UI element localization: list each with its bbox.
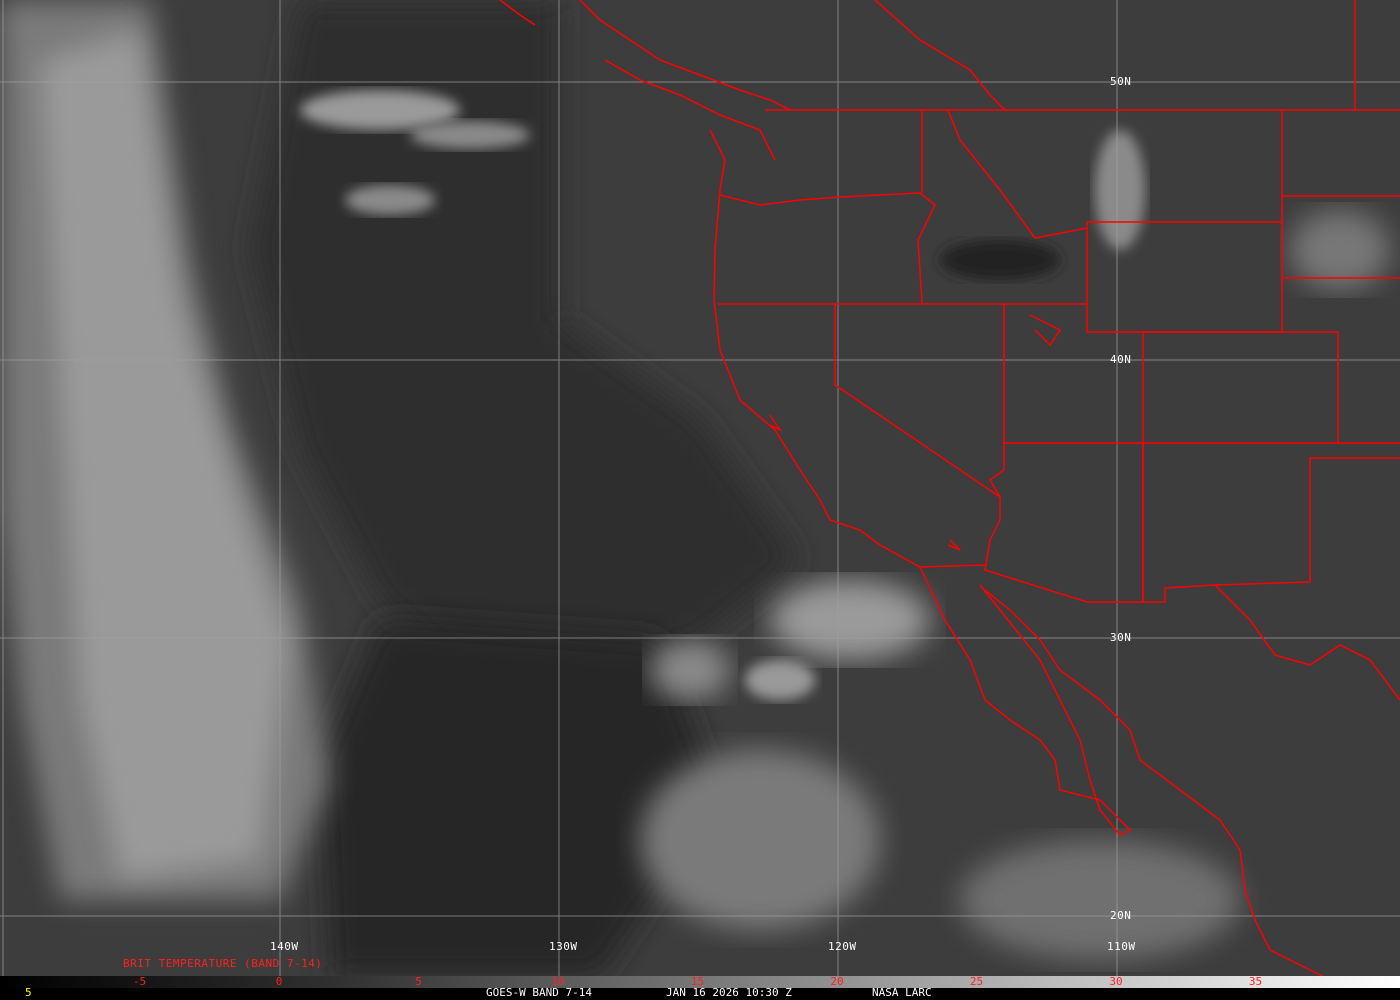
legend-title: BRIT TEMPERATURE (BAND 7-14) bbox=[123, 957, 323, 970]
lon-label-130w: 130W bbox=[549, 940, 578, 953]
datetime: JAN 16 2026 10:30 Z bbox=[666, 986, 792, 999]
lat-label-30n: 30N bbox=[1110, 631, 1132, 644]
scale-tick: 20 bbox=[830, 975, 844, 988]
scale-tick: 35 bbox=[1248, 975, 1263, 988]
scale-tick: 5 bbox=[415, 975, 422, 988]
cloud-layer bbox=[0, 0, 1390, 976]
footer-bar bbox=[0, 988, 1400, 1000]
lat-lon-grid bbox=[0, 0, 1400, 976]
scale-tick: 15 bbox=[690, 975, 705, 988]
lon-label-140w: 140W bbox=[270, 940, 299, 953]
lon-label-120w: 120W bbox=[828, 940, 857, 953]
satellite-band: GOES-W BAND 7-14 bbox=[486, 986, 592, 999]
scale-tick: 10 bbox=[551, 975, 565, 988]
lon-label-110w: 110W bbox=[1107, 940, 1136, 953]
scale-tick: 30 bbox=[1109, 975, 1123, 988]
lat-label-20n: 20N bbox=[1110, 909, 1132, 922]
scale-tick: -5 bbox=[132, 975, 147, 988]
corner-number: 5 bbox=[25, 986, 32, 999]
scale-tick: 0 bbox=[275, 975, 283, 988]
political-borders bbox=[499, 0, 1400, 991]
scale-tick: 25 bbox=[969, 975, 984, 988]
source: NASA LARC bbox=[872, 986, 932, 999]
lat-label-50n: 50N bbox=[1110, 75, 1132, 88]
color-scale-bar bbox=[0, 976, 1400, 988]
lat-label-40n: 40N bbox=[1110, 353, 1132, 366]
